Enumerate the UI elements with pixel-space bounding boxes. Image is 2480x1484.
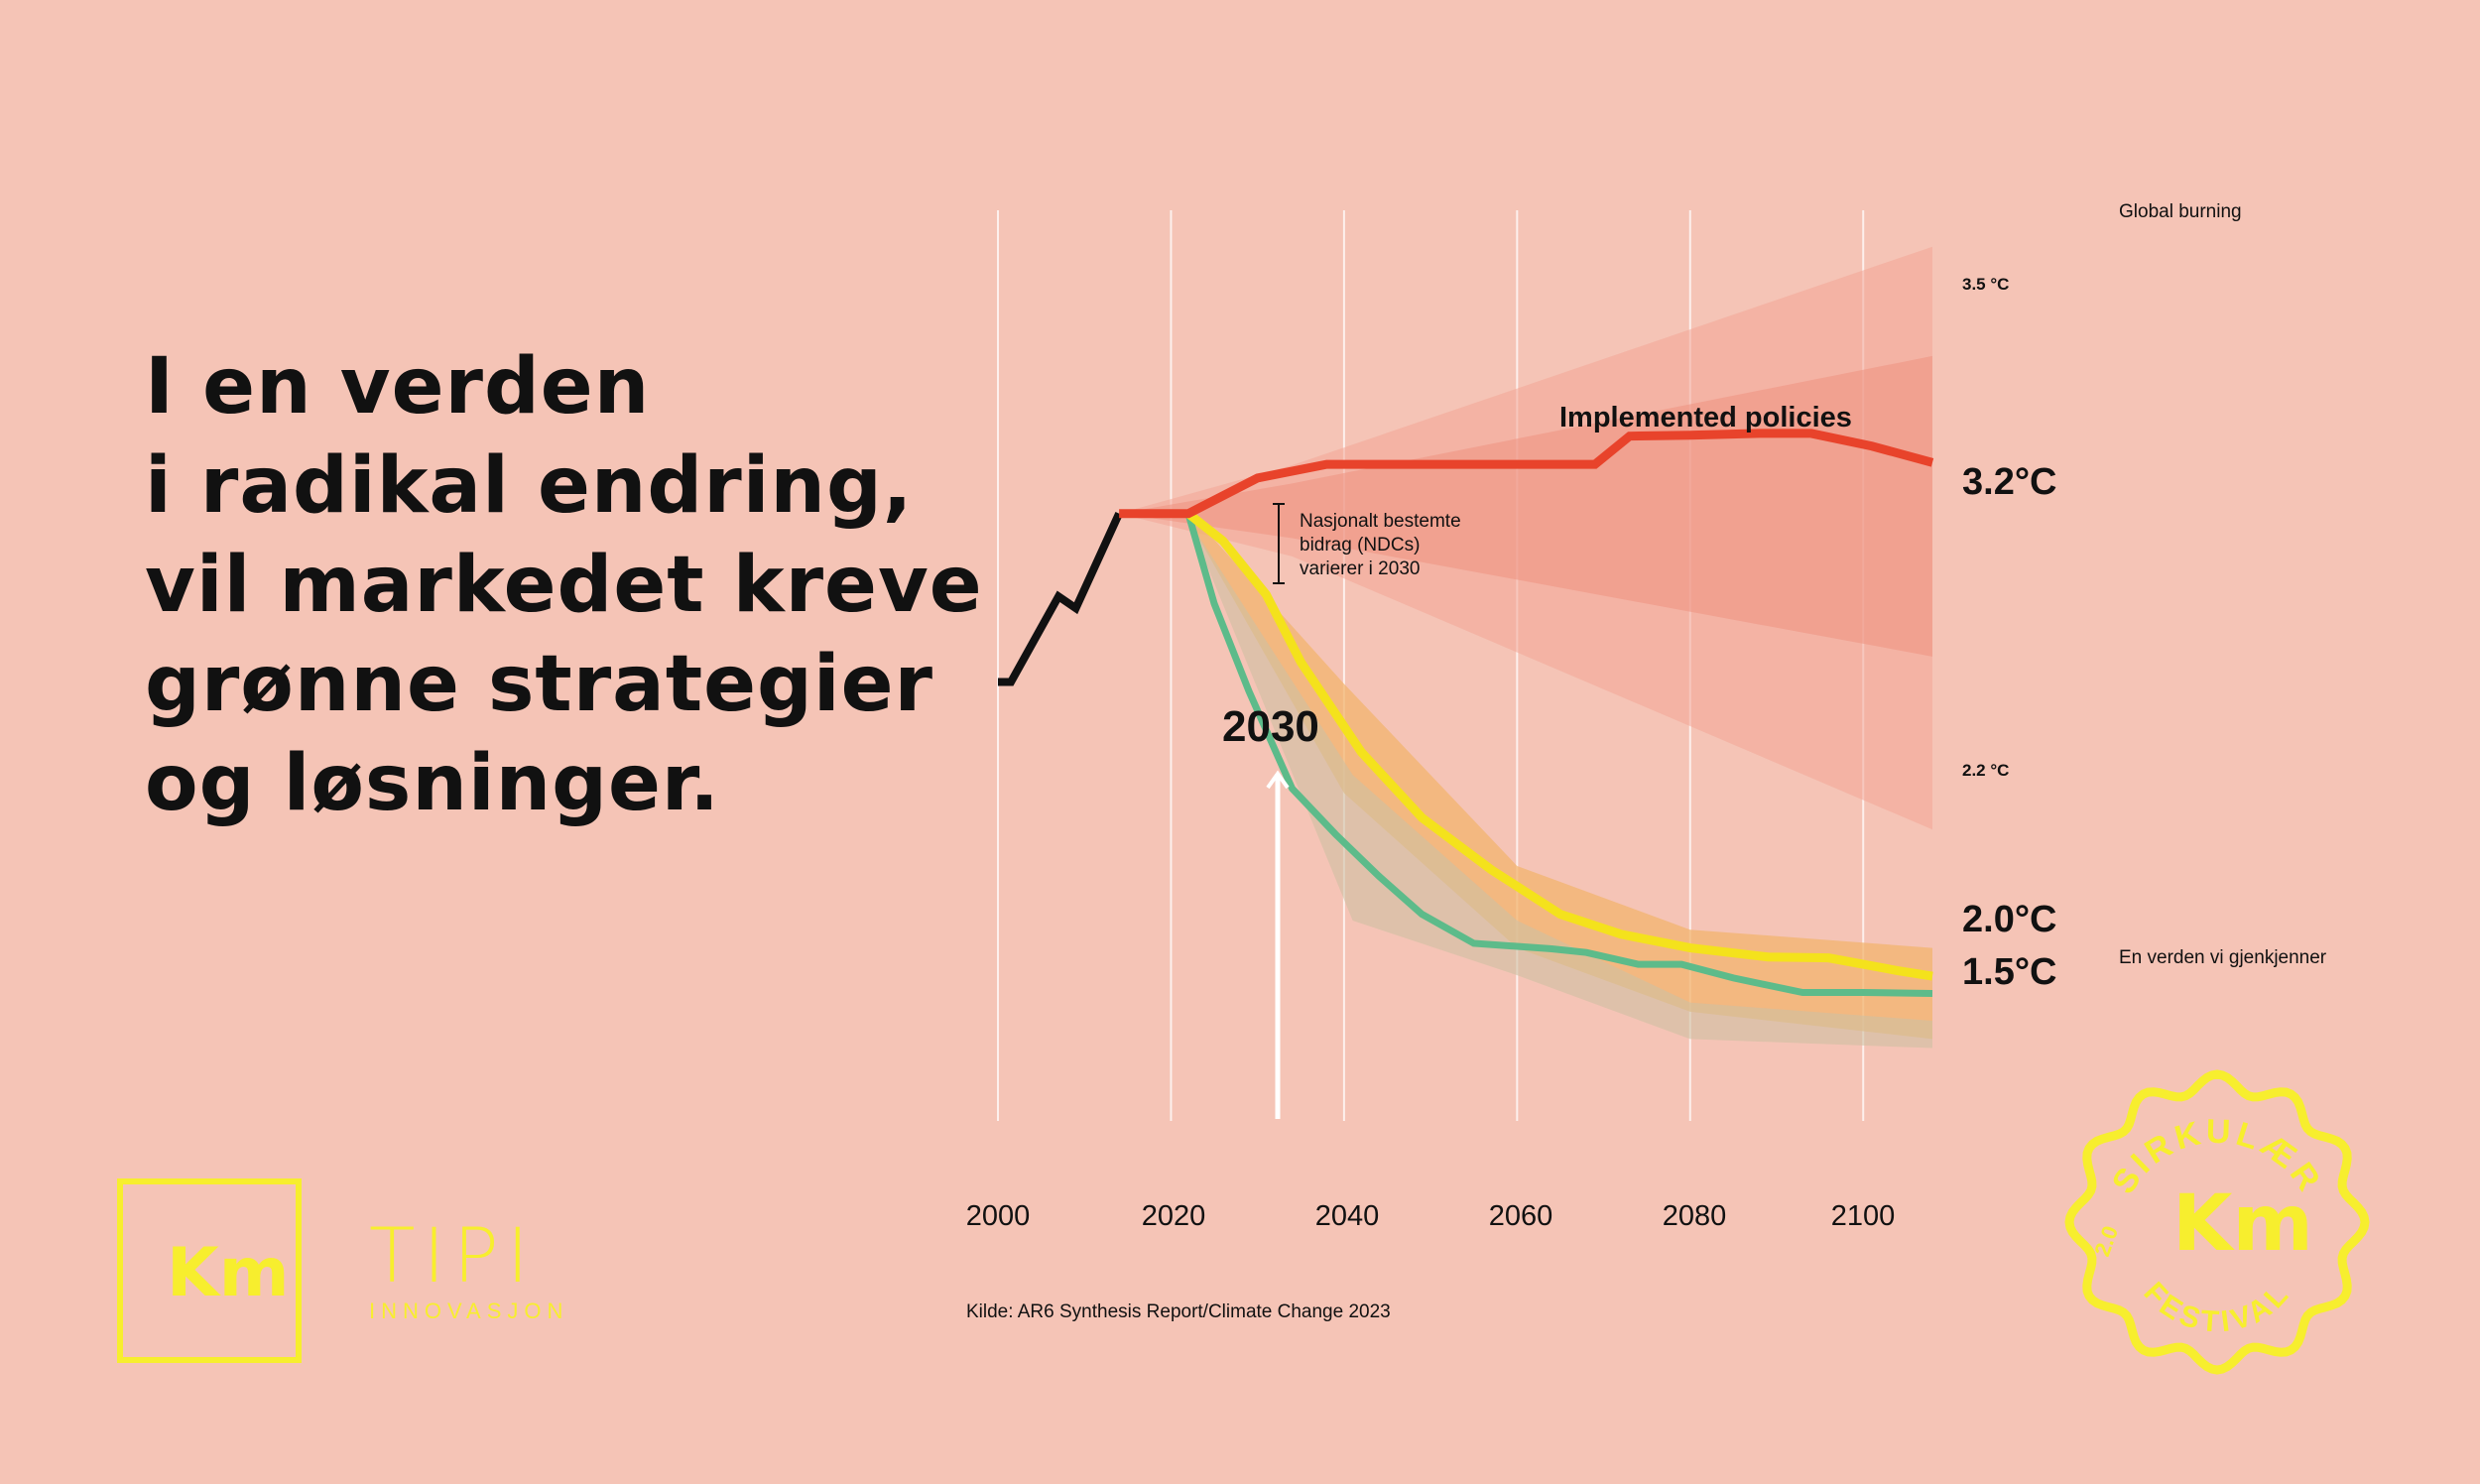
ndc-label-line: Nasjonalt bestemte [1300, 511, 1461, 532]
series-line [1184, 512, 1933, 997]
year-marker-label: 2030 [1222, 702, 1319, 751]
end-label-1-5: 1.5°C [1962, 951, 2056, 993]
km-logo-text: Km [167, 1234, 290, 1312]
uncertainty-band [1187, 520, 1932, 1049]
tipi-logo: TIPI INNOVASJON [369, 1218, 577, 1327]
x-tick-label: 2100 [1831, 1200, 1896, 1232]
km-logo: Km [117, 1178, 302, 1363]
x-tick-label: 2020 [1142, 1200, 1206, 1232]
x-tick-label: 2080 [1663, 1200, 1727, 1232]
headline-line: og løsninger. [145, 739, 720, 828]
range-label-3-5: 3.5 °C [1962, 275, 2009, 294]
year-marker-arrow [1266, 770, 1290, 1119]
series-line [998, 512, 1123, 686]
headline-line: vil markedet kreve [145, 541, 983, 630]
source-caption: Kilde: AR6 Synthesis Report/Climate Chan… [966, 1301, 1391, 1322]
headline-line: I en verden [145, 342, 651, 432]
side-label-global-burning: Global burning [2119, 201, 2242, 222]
seal-outline-icon [2064, 1069, 2370, 1375]
seal-center-text: Km [2172, 1179, 2313, 1269]
km-logo-icon: Km [167, 1234, 290, 1312]
x-tick-label: 2060 [1489, 1200, 1553, 1232]
x-tick-label: 2000 [966, 1200, 1031, 1232]
end-label-3-2: 3.2°C [1962, 461, 2056, 503]
range-label-2-2: 2.2 °C [1962, 761, 2009, 780]
headline: I en verden i radikal endring, vil marke… [145, 337, 983, 833]
implemented-policies-label: Implemented policies [1559, 402, 1852, 433]
ndc-label-line: bidrag (NDCs) [1300, 535, 1420, 556]
series-line [1185, 510, 1933, 981]
x-tick-label: 2040 [1315, 1200, 1380, 1232]
ndc-label-line: varierer i 2030 [1300, 558, 1420, 579]
tipi-logo-word: TIPI [369, 1211, 538, 1299]
ndc-range-bracket [1273, 503, 1285, 584]
sirkulaer-festival-seal: SIRKULÆR FESTIVAL 2.0 Km [2064, 1069, 2370, 1375]
side-label-en-verden: En verden vi gjenkjenner [2119, 947, 2327, 968]
series-line [1119, 429, 1934, 519]
seal-bottom-text: FESTIVAL [2137, 1276, 2296, 1338]
headline-line: i radikal endring, [145, 441, 914, 531]
headline-line: grønne strategier [145, 640, 933, 729]
tipi-logo-sub: INNOVASJON [369, 1298, 569, 1323]
end-label-2-0: 2.0°C [1962, 899, 2056, 940]
